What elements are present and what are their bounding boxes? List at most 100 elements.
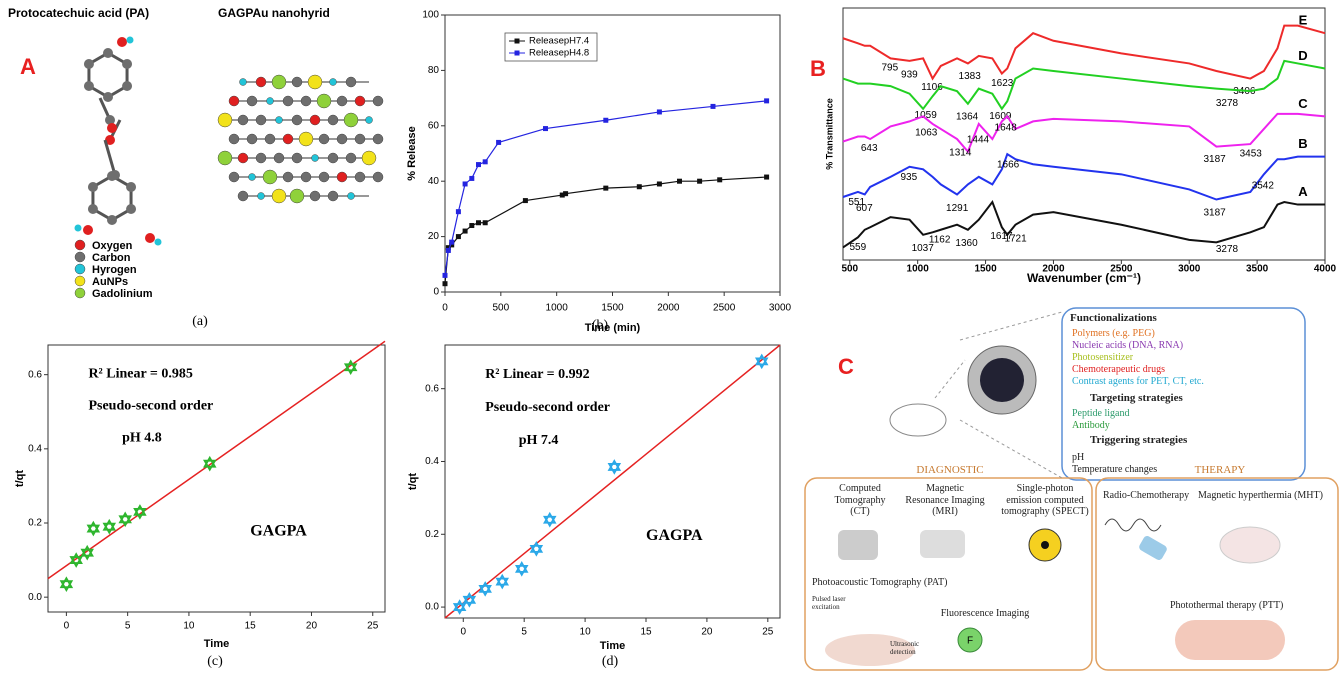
y-tick-label: 0.0: [425, 602, 439, 613]
legend-swatch: [74, 275, 86, 287]
series-line: [842, 24, 1326, 81]
series-label: C: [1298, 96, 1308, 111]
nano-title: GAGPAu nanohyrid: [218, 6, 330, 20]
marker: [697, 178, 703, 184]
item: Polymers (e.g. PEG): [1072, 328, 1155, 339]
note: Ultrasonic detection: [890, 640, 920, 657]
peak-label: 1609: [989, 111, 1012, 122]
peak-label: 3542: [1252, 180, 1275, 191]
plot-frame: [444, 14, 781, 293]
legend-label: Carbon: [92, 252, 131, 264]
modality: Magnetic hyperthermia (MHT): [1198, 490, 1323, 501]
annotation: pH 7.4: [519, 433, 559, 448]
marker: [442, 272, 448, 278]
atom: [271, 188, 287, 204]
y-axis-label: t/qt: [14, 470, 26, 487]
peak-label: 3278: [1216, 98, 1239, 109]
marker: [656, 109, 662, 115]
atom: [248, 173, 256, 181]
peak-label: 3278: [1216, 244, 1239, 255]
x-tick-label: 1000: [907, 264, 930, 275]
peak-label: 1106: [921, 82, 943, 93]
pill-icon: [1139, 536, 1167, 560]
series-line: [842, 59, 1326, 111]
series-line: [444, 100, 767, 276]
peak-label: 1360: [955, 238, 978, 249]
marker: [118, 511, 132, 528]
connector: [959, 419, 1063, 479]
y-axis-label: % Release: [406, 126, 418, 180]
marker: [462, 592, 477, 608]
marker: [764, 98, 770, 104]
peak-label: 1648: [995, 123, 1018, 134]
atom: [83, 225, 93, 235]
marker: [449, 239, 455, 245]
peak-label: 3453: [1240, 148, 1263, 159]
y-tick-label: 20: [428, 231, 440, 242]
x-tick-label: 25: [762, 627, 774, 638]
modality: Photothermal therapy (PTT): [1170, 600, 1284, 611]
plot-frame: [842, 7, 1326, 261]
peak-label: 643: [861, 143, 878, 154]
atom: [327, 114, 339, 126]
marker: [603, 117, 609, 123]
marker: [482, 220, 488, 226]
item: Photosensitizer: [1072, 352, 1134, 363]
marker: [710, 103, 716, 109]
caption: (d): [602, 654, 619, 669]
atom: [316, 93, 332, 109]
peak-label: 1162: [929, 235, 951, 246]
marker: [563, 191, 569, 197]
peak-label: 1364: [956, 111, 979, 122]
annotation: R² Linear = 0.985: [88, 367, 192, 382]
y-tick-label: 60: [428, 120, 440, 131]
x-tick-label: 10: [580, 627, 592, 638]
marker: [69, 552, 83, 568]
x-tick-label: 500: [841, 264, 858, 275]
atom: [87, 182, 98, 192]
section-title: Functionalizations: [1070, 312, 1157, 324]
peak-label: 1721: [1004, 233, 1027, 244]
atom: [107, 215, 117, 225]
peak-label: 1623: [991, 78, 1014, 89]
marker: [455, 234, 461, 240]
item: Temperature changes: [1072, 464, 1158, 475]
atom: [154, 238, 162, 246]
atom: [217, 112, 233, 128]
peak-label: 3187: [1203, 154, 1226, 165]
section-title: DIAGNOSTIC: [916, 464, 984, 476]
x-tick-label: 2500: [1110, 264, 1133, 275]
marker: [636, 184, 642, 190]
atom: [372, 133, 384, 145]
section-title: Triggering strategies: [1090, 434, 1188, 446]
legend-label: Gadolinium: [92, 288, 153, 300]
marker: [482, 159, 488, 165]
marker: [478, 581, 492, 597]
x-axis-label: Time: [600, 640, 625, 652]
marker: [80, 544, 94, 561]
y-tick-label: 0.4: [28, 443, 42, 454]
marker: [764, 174, 770, 180]
x-tick-label: 20: [306, 621, 318, 632]
y-axis-label: t/qt: [407, 473, 419, 490]
atom: [336, 133, 348, 145]
atom: [298, 131, 314, 147]
peak-label: 1383: [959, 71, 982, 82]
atom: [103, 92, 113, 102]
modality: Single-photon emission computed tomograp…: [1001, 483, 1089, 517]
wave-icon: [1104, 518, 1162, 532]
x-tick-label: 3500: [1246, 264, 1269, 275]
panel-label: A: [20, 54, 36, 79]
mouse-icon: [1219, 526, 1281, 564]
x-axis-label: Time: [204, 638, 229, 650]
annotation: Pseudo-second order: [485, 400, 610, 415]
marker: [717, 177, 723, 183]
atom: [300, 95, 312, 107]
atom: [327, 152, 339, 164]
atom: [237, 114, 249, 126]
legend-swatch: [74, 287, 86, 299]
pat-icon: [825, 634, 915, 666]
atom: [262, 169, 278, 185]
peak-label: 935: [901, 172, 918, 183]
